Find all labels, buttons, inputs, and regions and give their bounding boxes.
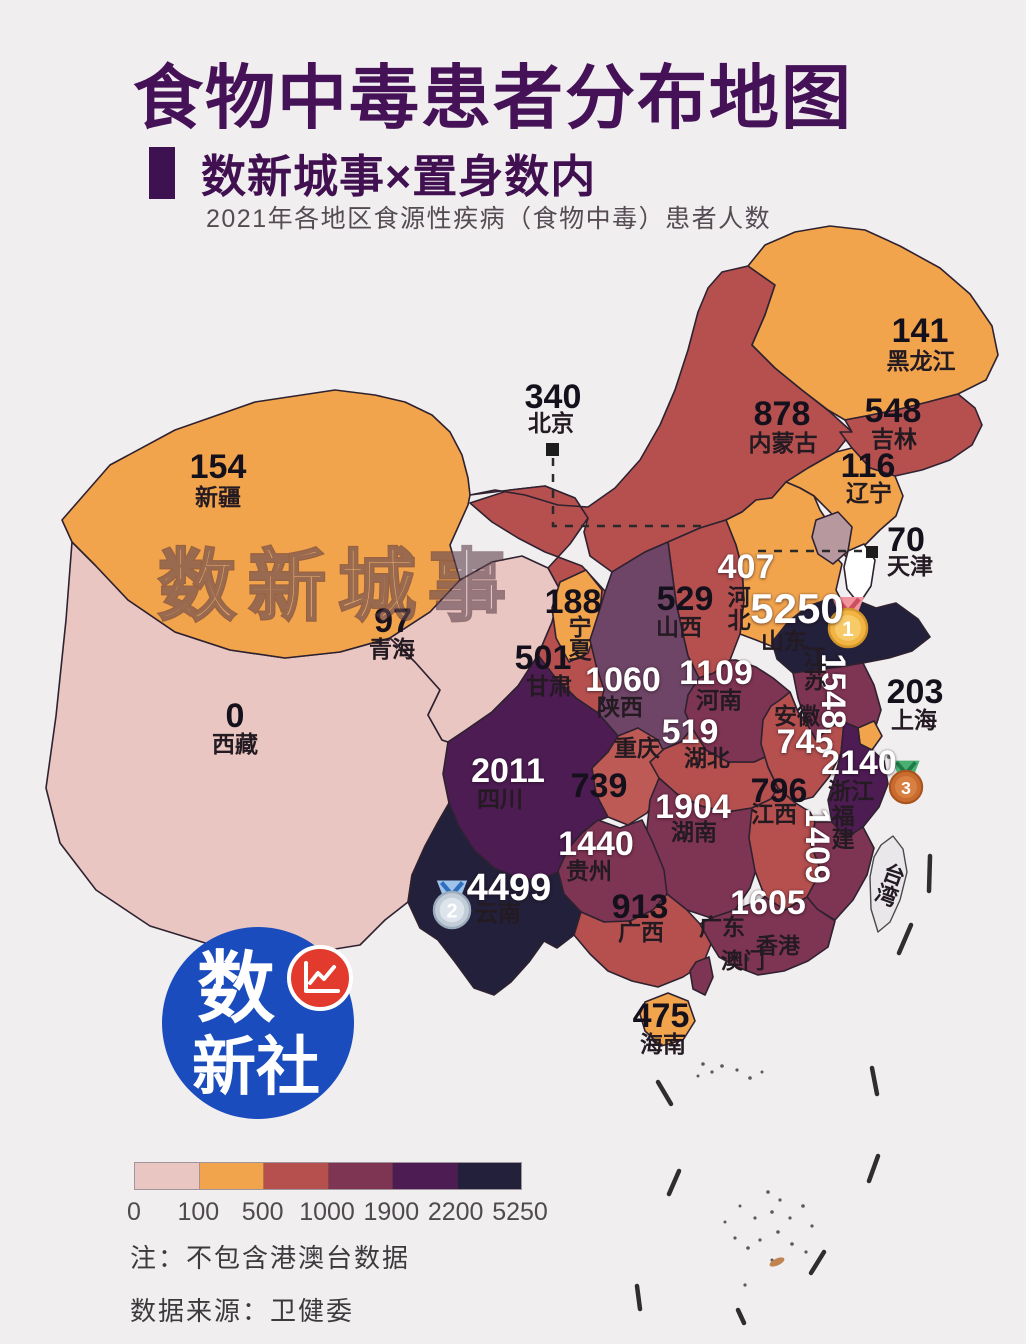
legend-tick-labels: 0 100 500 1000 1900 2200 5250 [127, 1198, 548, 1228]
province-taiwan [869, 835, 908, 933]
subtitle-row: 数新城事×置身数内 [149, 140, 596, 205]
logo-text-line2: 新社 [192, 1031, 320, 1103]
footnote-source: 数据来源：卫健委 [130, 1296, 355, 1326]
province-tianjin [843, 543, 876, 605]
province-anhui [760, 691, 845, 803]
svg-text:1: 1 [842, 618, 854, 641]
province-zhejiang [827, 721, 889, 839]
svg-text:2: 2 [446, 901, 457, 923]
legend: 0 100 500 1000 1900 2200 5250 [127, 1162, 548, 1228]
logo-text-line1: 数 [197, 944, 275, 1032]
legend-color-bar [134, 1162, 522, 1190]
legend-tick-2200: 2200 [427, 1198, 484, 1226]
description: 2021年各地区食源性疾病（食物中毒）患者人数 [206, 205, 772, 233]
nine-dash-line [634, 853, 933, 1326]
legend-swatch-5 [457, 1163, 521, 1189]
beijing-marker [546, 443, 559, 456]
medal-rank-2: 2 [432, 880, 472, 930]
page-title: 食物中毒患者分布地图 [133, 59, 853, 137]
beijing-leader-line [551, 458, 705, 528]
province-xinjiang [61, 389, 471, 659]
sea-islets [696, 1062, 814, 1287]
province-fujian [806, 821, 875, 921]
legend-swatch-1 [199, 1163, 264, 1189]
province-liaoning [785, 447, 904, 563]
legend-tick-500: 500 [241, 1198, 284, 1226]
legend-swatch-4 [393, 1163, 458, 1189]
legend-swatch-3 [328, 1163, 393, 1189]
brand-bar [149, 146, 175, 199]
province-hainan [639, 992, 696, 1047]
medal-rank-1: 1 [827, 597, 869, 649]
legend-swatch-2 [264, 1163, 329, 1189]
line-chart-icon [304, 961, 340, 993]
legend-tick-1900: 1900 [363, 1198, 420, 1226]
watermark: 数新城事 [157, 541, 519, 632]
macau-dot [744, 956, 750, 962]
province-jilin [839, 393, 983, 477]
province-guangdong [689, 896, 836, 996]
footnote-exclusion: 注：不包含港澳台数据 [130, 1243, 411, 1273]
hongkong-dot [759, 948, 765, 954]
legend-swatch-0 [135, 1163, 200, 1189]
legend-tick-100: 100 [177, 1198, 220, 1226]
logo-shuxinshe: 数 新社 [162, 927, 354, 1119]
legend-tick-5250: 5250 [492, 1198, 548, 1226]
svg-text:3: 3 [901, 778, 911, 798]
medal-rank-3: 3 [888, 760, 924, 805]
tianjin-marker [866, 546, 878, 558]
chart-icon-badge [287, 945, 353, 1011]
subtitle: 数新城事×置身数内 [201, 151, 597, 202]
legend-tick-1000: 1000 [299, 1198, 355, 1226]
legend-tick-0: 0 [127, 1198, 141, 1226]
footnotes: 注：不包含港澳台数据 数据来源：卫健委 [130, 1238, 410, 1344]
province-yunnan [407, 802, 582, 996]
